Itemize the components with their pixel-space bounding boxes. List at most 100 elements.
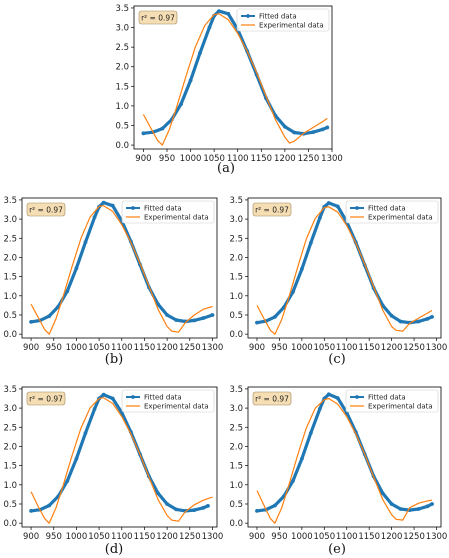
data-point-fitted — [74, 266, 79, 271]
axes-frame — [247, 386, 442, 528]
x-tick-label: 1200 — [381, 532, 403, 542]
y-tick-label: 2.5 — [3, 234, 17, 244]
axes-frame — [21, 197, 218, 339]
data-point-fitted — [192, 318, 197, 323]
data-point-fitted — [216, 9, 221, 13]
y-tick-label: 3.0 — [3, 215, 17, 225]
data-point-fitted — [308, 240, 313, 245]
panel-caption: (b) — [105, 352, 123, 367]
y-tick-label: 0.0 — [229, 330, 243, 340]
y-tick-label: 2.5 — [229, 423, 243, 433]
data-point-fitted — [380, 491, 385, 496]
data-point-fitted — [273, 503, 277, 508]
series-line-experimental — [30, 205, 213, 335]
legend-label-experimental: Experimental data — [368, 403, 433, 411]
x-tick-label: 950 — [271, 532, 287, 542]
legend-box — [345, 200, 439, 224]
y-tick-label: 2.0 — [3, 442, 17, 452]
data-point-fitted — [92, 215, 97, 220]
data-point-fitted — [317, 216, 322, 220]
data-point-fitted — [201, 505, 206, 510]
x-tick-label: 1250 — [179, 532, 201, 542]
series-line-experimental — [256, 397, 433, 524]
x-tick-label: 900 — [135, 154, 151, 164]
y-tick-label: 1.5 — [115, 82, 129, 92]
annotation-box — [252, 391, 292, 406]
data-point-fitted — [74, 456, 79, 461]
y-tick-label: 0.0 — [229, 519, 243, 529]
data-point-fitted — [416, 319, 421, 324]
data-point-fitted — [430, 502, 434, 506]
x-tick-label: 1150 — [250, 154, 272, 164]
data-point-fitted — [425, 504, 430, 509]
data-point-fitted — [101, 392, 106, 397]
panel-caption: (e) — [328, 542, 346, 557]
data-point-fitted — [416, 507, 421, 511]
legend-label-experimental: Experimental data — [144, 403, 209, 411]
legend-label-fitted: Fitted data — [368, 394, 406, 402]
data-point-fitted — [65, 479, 70, 483]
data-point-fitted — [165, 502, 170, 506]
x-tick-label: 1250 — [403, 532, 425, 542]
y-tick-label: 3.5 — [229, 385, 243, 395]
y-tick-label: 0.5 — [3, 311, 17, 321]
y-tick-label: 1.0 — [229, 292, 243, 302]
legend-box — [121, 200, 215, 224]
data-point-fitted — [425, 316, 430, 321]
data-point-fitted — [83, 240, 88, 245]
y-tick-label: 1.0 — [3, 292, 17, 302]
legend-label-experimental: Experimental data — [368, 214, 433, 222]
x-tick-label: 1100 — [227, 154, 249, 164]
annotation-text: r² = 0.97 — [29, 206, 63, 215]
data-point-fitted — [156, 491, 160, 496]
y-tick-label: 0.0 — [3, 519, 17, 529]
annotation-box — [138, 10, 178, 25]
y-tick-label: 3.5 — [229, 196, 243, 206]
data-point-fitted — [179, 102, 184, 106]
data-point-fitted — [188, 78, 193, 83]
legend-label-fitted: Fitted data — [259, 13, 297, 21]
x-tick-label: 1000 — [66, 532, 88, 542]
data-point-fitted — [207, 25, 212, 30]
x-tick-label: 1150 — [134, 532, 156, 542]
legend-label-fitted: Fitted data — [368, 205, 406, 213]
data-point-fitted — [29, 508, 33, 513]
data-point-fitted — [398, 319, 403, 324]
panel-caption: (a) — [217, 161, 235, 176]
data-point-fitted — [335, 396, 340, 401]
chart-panel-a: 900 950 1000 1050 1100 1150 1200 1250 1300 0.0 0.5… — [115, 4, 342, 176]
data-point-fitted — [29, 319, 33, 324]
x-tick-label: 1050 — [313, 343, 335, 353]
series-line-experimental — [256, 206, 433, 335]
data-point-fitted — [273, 315, 277, 319]
x-tick-label: 1050 — [313, 532, 335, 542]
data-point-fitted — [201, 316, 206, 320]
x-tick-label: 1250 — [298, 154, 320, 164]
data-point-fitted — [65, 289, 70, 294]
data-point-fitted — [110, 396, 115, 401]
data-point-fitted — [299, 456, 304, 461]
series-markers-fitted — [29, 392, 210, 513]
data-point-fitted — [299, 267, 304, 271]
y-tick-label: 3.0 — [229, 404, 243, 414]
x-tick-label: 1150 — [358, 532, 380, 542]
data-point-fitted — [101, 200, 106, 205]
data-point-fitted — [389, 502, 394, 506]
series-line-fitted — [141, 9, 329, 136]
y-tick-label: 1.0 — [229, 481, 243, 491]
data-point-fitted — [110, 203, 115, 208]
axes-frame — [21, 386, 218, 528]
y-tick-label: 3.0 — [115, 24, 129, 34]
legend-label-fitted: Fitted data — [144, 205, 182, 213]
x-tick-label: 950 — [271, 343, 287, 353]
data-point-fitted — [47, 314, 52, 319]
data-point-fitted — [198, 51, 202, 55]
y-tick-label: 0.5 — [3, 500, 17, 510]
x-tick-label: 1100 — [336, 532, 358, 542]
x-tick-label: 1300 — [202, 343, 224, 353]
y-tick-label: 2.0 — [229, 253, 243, 263]
x-tick-label: 1050 — [88, 343, 110, 353]
y-tick-label: 0.0 — [3, 330, 17, 340]
legend-label-experimental: Experimental data — [259, 22, 324, 30]
